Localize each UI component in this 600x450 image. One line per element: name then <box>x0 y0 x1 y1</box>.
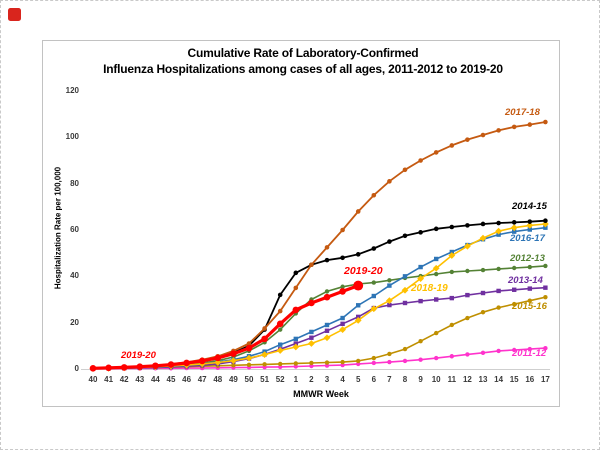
y-tick-label: 60 <box>70 225 79 234</box>
x-tick-label: 46 <box>182 375 192 384</box>
x-tick-label: 41 <box>104 375 114 384</box>
chart-frame <box>42 40 560 407</box>
x-tick-label: 47 <box>197 375 207 384</box>
x-tick-label: 3 <box>324 375 330 384</box>
series-label-2016-17: 2016-17 <box>510 233 545 244</box>
y-tick-label: 100 <box>65 132 79 142</box>
series-label-2017-18: 2017-18 <box>505 107 540 118</box>
series-label-2018-19: 2018-19 <box>411 283 448 294</box>
y-tick-label: 40 <box>70 271 79 281</box>
x-tick-label: 44 <box>150 375 160 384</box>
x-tick-label: 45 <box>166 375 176 384</box>
x-tick-label: 15 <box>509 375 519 384</box>
chart-title-line1: Cumulative Rate of Laboratory-Confirmed <box>187 46 419 60</box>
x-tick-label: 5 <box>355 375 361 384</box>
y-tick-label: 20 <box>70 317 79 327</box>
x-tick-label: 51 <box>260 375 270 384</box>
x-tick-label: 49 <box>228 375 238 384</box>
series-label-2015-16: 2015-16 <box>512 301 547 312</box>
x-tick-label: 1 <box>293 375 299 384</box>
series-label-2014-15: 2014-15 <box>512 201 547 212</box>
y-tick-label: 120 <box>65 86 79 95</box>
x-tick-label: 10 <box>431 375 441 384</box>
x-tick-label: 17 <box>540 375 550 384</box>
series-label-2013-14: 2013-14 <box>508 275 543 286</box>
x-tick-label: 12 <box>462 375 472 384</box>
x-tick-label: 14 <box>494 375 504 384</box>
x-tick-label: 6 <box>371 375 377 384</box>
broken-image-icon <box>8 8 21 21</box>
x-axis-title: MMWR Week <box>293 389 349 399</box>
x-tick-label: 48 <box>213 375 223 384</box>
y-tick-label: 80 <box>70 178 79 188</box>
series-label-2011-12: 2011-12 <box>512 348 547 359</box>
x-tick-label: 2 <box>309 375 314 384</box>
x-tick-label: 43 <box>135 375 145 384</box>
series-label-2019-20: 2019-20 <box>121 350 156 361</box>
series-label-2019-20: 2019-20 <box>344 265 383 277</box>
x-tick-label: 11 <box>447 375 457 384</box>
x-tick-label: 4 <box>340 375 345 384</box>
y-tick-label: 0 <box>74 364 79 373</box>
x-tick-label: 7 <box>387 375 392 384</box>
x-tick-label: 9 <box>418 375 423 384</box>
chart-title-line2: Influenza Hospitalizations among cases o… <box>103 62 503 76</box>
x-tick-label: 52 <box>275 375 285 384</box>
x-tick-label: 50 <box>244 375 254 384</box>
x-tick-label: 16 <box>525 375 535 384</box>
x-tick-label: 8 <box>402 375 408 384</box>
x-tick-label: 13 <box>478 375 488 384</box>
series-label-2012-13: 2012-13 <box>510 253 545 264</box>
x-tick-label: 42 <box>119 375 129 384</box>
x-tick-label: 40 <box>88 375 98 384</box>
